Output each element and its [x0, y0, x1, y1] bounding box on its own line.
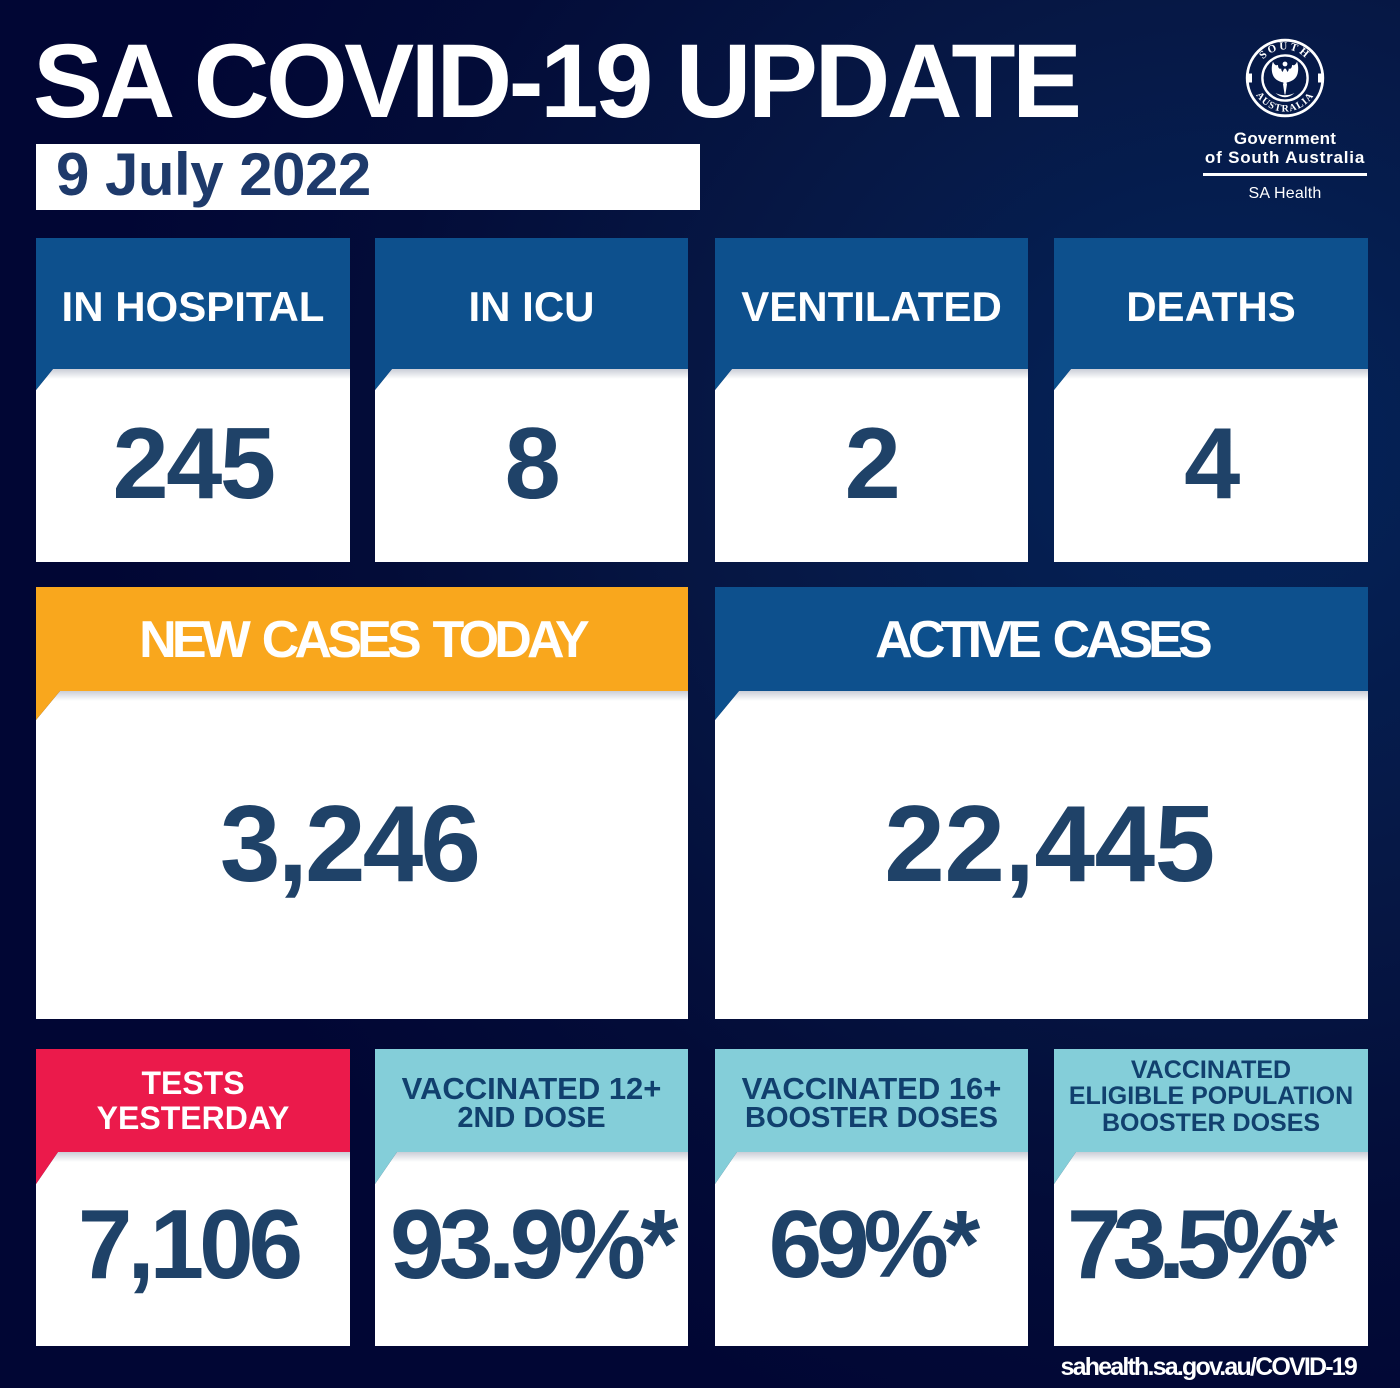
svg-text:SOUTH: SOUTH	[1257, 40, 1313, 61]
